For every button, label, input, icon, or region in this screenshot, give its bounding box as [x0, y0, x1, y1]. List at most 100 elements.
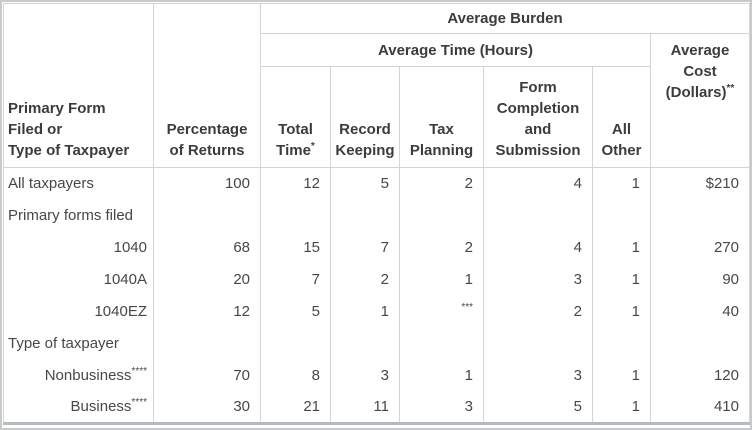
row-label: All taxpayers	[8, 175, 94, 193]
empty-cell	[650, 327, 750, 360]
total-time-footnote-mark: *	[310, 141, 315, 152]
header-average-burden-label: Average Burden	[447, 10, 563, 27]
data-cell: 11	[330, 391, 400, 424]
data-cell: 12	[260, 167, 331, 200]
data-cell: 410	[650, 391, 750, 424]
empty-cell	[153, 327, 261, 360]
row-label-cell: 1040	[3, 231, 154, 264]
section-label-cell: Primary forms filed	[3, 199, 154, 232]
header-average-burden: Average Burden	[260, 3, 750, 34]
data-cell: 7	[330, 231, 400, 264]
data-cell: ***	[399, 295, 484, 328]
data-cell: 68	[153, 231, 261, 264]
row-label-cell: Nonbusiness****	[3, 359, 154, 392]
header-record-keeping: Record Keeping	[330, 66, 400, 168]
empty-cell	[153, 199, 261, 232]
footnote-mark: ****	[131, 366, 147, 377]
data-cell: 1	[592, 263, 651, 296]
data-cell: 5	[330, 167, 400, 200]
empty-cell	[330, 327, 400, 360]
row-label: 1040	[113, 239, 147, 256]
section-label-cell: Type of taxpayer	[3, 327, 154, 360]
data-cell: 1	[592, 295, 651, 328]
table-row-1040a: 1040A 20 7 2 1 3 1 90	[3, 263, 750, 296]
empty-cell	[592, 199, 651, 232]
data-cell: 4	[483, 231, 593, 264]
row-label: 1040EZ	[94, 303, 147, 320]
data-cell: 5	[260, 295, 331, 328]
data-cell: 2	[483, 295, 593, 328]
header-total-time-label: Total Time	[276, 121, 313, 159]
data-cell: 15	[260, 231, 331, 264]
data-cell: 5	[483, 391, 593, 424]
header-average-cost-label: Average Cost (Dollars)	[665, 42, 730, 101]
suppressed-value-mark: ***	[461, 302, 473, 313]
data-cell: 1	[592, 231, 651, 264]
data-cell: 40	[650, 295, 750, 328]
header-row-columns: Total Time* Record Keeping Tax Planning …	[4, 66, 750, 168]
data-cell: 120	[650, 359, 750, 392]
header-all-other: All Other	[592, 66, 651, 168]
average-cost-footnote-mark: **	[726, 83, 735, 94]
header-all-other-label: All Other	[601, 121, 642, 159]
data-cell: 270	[650, 231, 750, 264]
data-cell: 1	[399, 263, 484, 296]
header-percentage-of-returns: Percentage of Returns	[153, 3, 261, 168]
empty-cell	[483, 199, 593, 232]
empty-cell	[260, 199, 331, 232]
section-label: Primary forms filed	[8, 207, 134, 224]
header-tax-planning: Tax Planning	[399, 66, 484, 168]
section-label: Type of taxpayer	[8, 335, 119, 352]
table-row-1040ez: 1040EZ 12 5 1 *** 2 1 40	[3, 295, 750, 328]
empty-cell	[399, 327, 484, 360]
data-cell: 100	[153, 167, 261, 200]
data-cell: 7	[260, 263, 331, 296]
row-label: Nonbusiness	[44, 367, 132, 384]
data-cell: 1	[592, 359, 651, 392]
empty-cell	[592, 327, 651, 360]
data-cell: 70	[153, 359, 261, 392]
data-cell: 1	[399, 359, 484, 392]
header-average-time-label: Average Time (Hours)	[377, 41, 534, 59]
data-cell: 90	[650, 263, 750, 296]
data-cell: 3	[399, 391, 484, 424]
header-row-subgroup: Average Time (Hours) Average Cost (Dolla…	[4, 33, 750, 168]
data-cell: 21	[260, 391, 331, 424]
empty-cell	[330, 199, 400, 232]
row-label-cell: All taxpayers	[3, 167, 154, 200]
row-label-cell: Business****	[3, 391, 154, 424]
data-cell: 30	[153, 391, 261, 424]
data-cell: 4	[483, 167, 593, 200]
header-primary-form: Primary Form Filed or Type of Taxpayer	[3, 3, 154, 168]
row-label-cell: 1040A	[3, 263, 154, 296]
header-tax-planning-label: Tax Planning	[409, 121, 474, 159]
header-form-completion: Form Completion and Submission	[483, 66, 593, 168]
data-cell: 2	[330, 263, 400, 296]
header-form-completion-label: Form Completion and Submission	[495, 79, 581, 159]
data-cell: 3	[330, 359, 400, 392]
header-total-time: Total Time*	[260, 66, 331, 168]
data-cell: 1	[592, 391, 651, 424]
data-cell: 12	[153, 295, 261, 328]
row-label: Business	[70, 398, 132, 416]
data-cell: 2	[399, 167, 484, 200]
data-cell: 1	[592, 167, 651, 200]
header-average-time: Average Time (Hours)	[260, 33, 651, 67]
data-cell: $210	[650, 167, 750, 200]
data-cell: 8	[260, 359, 331, 392]
row-label: 1040A	[103, 271, 147, 288]
header-percentage-label: Percentage of Returns	[166, 121, 248, 159]
table-row-section-type-of-taxpayer: Type of taxpayer	[3, 327, 750, 360]
data-cell: 3	[483, 263, 593, 296]
row-label-cell: 1040EZ	[3, 295, 154, 328]
table-row-all-taxpayers: All taxpayers 100 12 5 2 4 1 $210	[3, 167, 750, 200]
header-record-keeping-label: Record Keeping	[335, 121, 395, 159]
taxpayer-burden-table: Primary Form Filed or Type of Taxpayer P…	[3, 3, 750, 425]
table-row-section-primary-forms: Primary forms filed	[3, 199, 750, 232]
table-row-1040: 1040 68 15 7 2 4 1 270	[3, 231, 750, 264]
data-cell: 20	[153, 263, 261, 296]
data-cell: 1	[330, 295, 400, 328]
table-row-nonbusiness: Nonbusiness**** 70 8 3 1 3 1 120	[3, 359, 750, 392]
header-primary-form-label: Primary Form Filed or Type of Taxpayer	[8, 100, 130, 159]
